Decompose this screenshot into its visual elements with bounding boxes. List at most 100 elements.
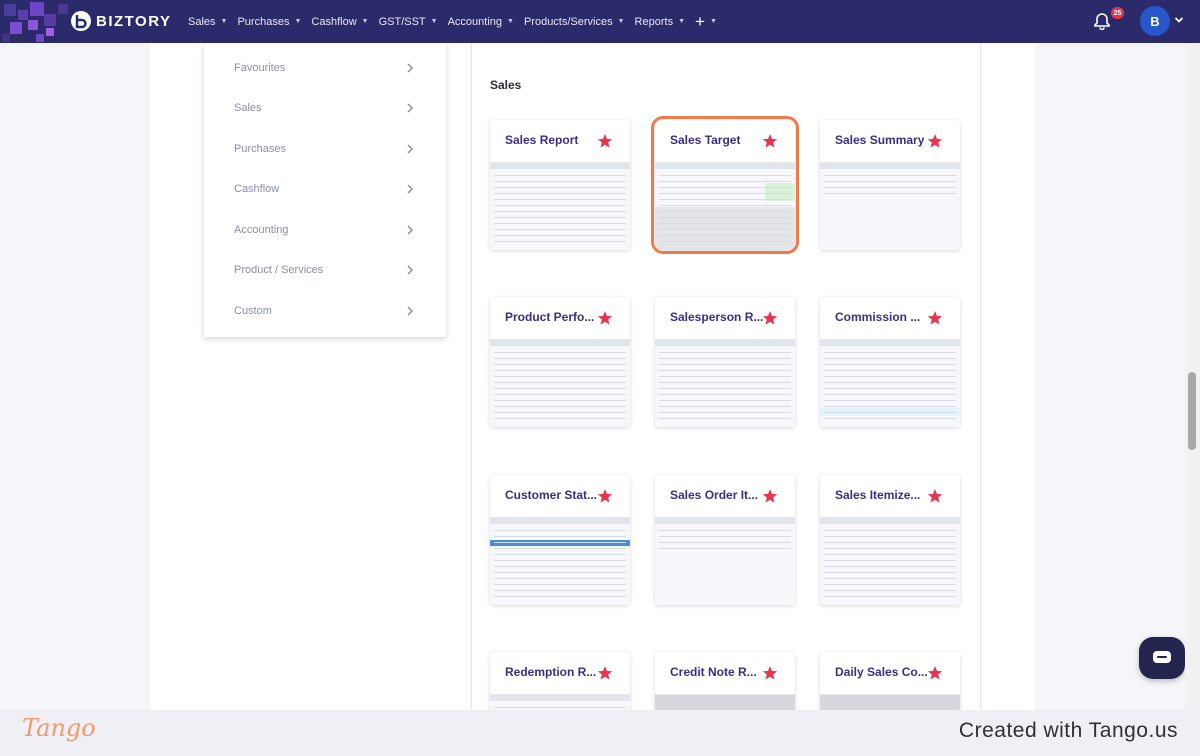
nav-products-services[interactable]: Products/Services ▼	[524, 16, 625, 28]
favourite-star-icon[interactable]	[762, 665, 778, 681]
chevron-right-icon	[407, 144, 414, 154]
favourite-star-icon[interactable]	[927, 488, 943, 504]
report-card[interactable]: Product Perfo...	[490, 297, 630, 427]
chat-icon	[1153, 651, 1171, 663]
chevron-right-icon	[407, 306, 414, 316]
report-card-title: Sales Summary	[835, 133, 925, 147]
caret-down-icon: ▼	[678, 18, 686, 25]
report-card[interactable]: Commission ...	[820, 297, 960, 427]
nav-label: Products/Services	[523, 15, 613, 28]
brand-pixel-pattern	[0, 0, 96, 43]
chevron-right-icon	[407, 184, 414, 194]
favourite-star-icon[interactable]	[597, 665, 613, 681]
favourite-star-icon[interactable]	[762, 133, 778, 149]
report-card-title: Sales Report	[505, 133, 579, 147]
nav-purchases[interactable]: Purchases ▼	[237, 16, 301, 28]
nav-label: Accounting	[447, 15, 503, 28]
favourite-star-icon[interactable]	[927, 310, 943, 326]
favourite-star-icon[interactable]	[762, 310, 778, 326]
chevron-right-icon	[407, 103, 414, 113]
chevron-right-icon	[407, 225, 414, 235]
nav-reports[interactable]: Reports ▼	[635, 16, 685, 28]
report-card-title: Product Perfo...	[505, 310, 595, 324]
nav-sales[interactable]: Sales ▼	[188, 16, 227, 28]
nav-label: Cashflow	[311, 15, 357, 28]
report-card-title: Sales Itemize...	[835, 488, 921, 502]
favourite-star-icon[interactable]	[927, 665, 943, 681]
report-card-title: Customer Stat...	[505, 488, 598, 502]
report-preview-thumbnail	[490, 162, 630, 250]
report-card[interactable]: Sales Target	[651, 116, 799, 254]
category-item-product-services[interactable]: Product / Services	[234, 260, 414, 280]
nav-label: GST/SST	[378, 15, 426, 28]
favourite-star-icon[interactable]	[597, 488, 613, 504]
tango-credit: Created with Tango.us	[958, 719, 1178, 742]
report-card[interactable]: Sales Order It...	[655, 475, 795, 605]
chat-button[interactable]	[1139, 637, 1185, 679]
category-item-cashflow[interactable]: Cashflow	[234, 179, 414, 199]
caret-down-icon: ▼	[709, 18, 717, 25]
report-card[interactable]: Sales Report	[490, 120, 630, 250]
favourite-star-icon[interactable]	[927, 133, 943, 149]
report-category-menu: Favourites Sales Purchases Cashflow Acco…	[204, 43, 446, 337]
report-preview-thumbnail	[820, 339, 960, 427]
report-preview-thumbnail	[655, 517, 795, 605]
plus-icon: +	[695, 11, 705, 31]
report-card[interactable]: Sales Itemize...	[820, 475, 960, 605]
report-preview-thumbnail	[655, 162, 795, 250]
nav-accounting[interactable]: Accounting ▼	[448, 16, 514, 28]
bell-icon[interactable]	[1093, 12, 1111, 30]
chevron-down-icon[interactable]	[1174, 15, 1184, 25]
brand[interactable]: BIZTORY	[70, 10, 172, 32]
report-preview-thumbnail	[490, 517, 630, 605]
report-card-title: Salesperson R...	[670, 310, 764, 324]
caret-down-icon: ▼	[507, 18, 514, 25]
category-item-accounting[interactable]: Accounting	[234, 220, 414, 240]
category-item-purchases[interactable]: Purchases	[234, 139, 414, 159]
right-gutter	[1035, 43, 1200, 710]
category-label: Purchases	[234, 143, 286, 155]
caret-down-icon: ▼	[430, 18, 438, 25]
left-gutter	[0, 43, 150, 710]
category-label: Product / Services	[234, 264, 324, 276]
nav-label: Reports	[634, 15, 674, 28]
notification-badge: 25	[1111, 7, 1124, 19]
nav-label: Sales	[188, 15, 216, 28]
report-card-title: Sales Order It...	[670, 488, 759, 502]
report-preview-thumbnail	[820, 162, 960, 250]
favourite-star-icon[interactable]	[762, 488, 778, 504]
chevron-right-icon	[407, 63, 414, 73]
category-item-custom[interactable]: Custom	[234, 301, 414, 321]
caret-down-icon: ▼	[220, 18, 228, 25]
favourite-star-icon[interactable]	[597, 133, 613, 149]
caret-down-icon: ▼	[617, 18, 625, 25]
category-label: Sales	[234, 102, 262, 114]
nav-label: Purchases	[237, 15, 290, 28]
top-navbar: BIZTORY Sales ▼ Purchases ▼ Cashflow ▼ GST/…	[0, 0, 1200, 43]
report-preview-thumbnail	[820, 517, 960, 605]
report-card-title: Commission ...	[835, 310, 921, 324]
tango-footer	[0, 710, 1200, 756]
category-label: Favourites	[234, 62, 286, 74]
favourite-star-icon[interactable]	[597, 310, 613, 326]
category-label: Accounting	[234, 224, 289, 236]
report-card-title: Daily Sales Co...	[835, 665, 928, 679]
avatar[interactable]: B	[1140, 6, 1170, 36]
chevron-right-icon	[407, 265, 414, 275]
category-label: Custom	[234, 305, 272, 317]
report-card-title: Sales Target	[670, 133, 741, 147]
scrollbar-thumb[interactable]	[1188, 372, 1196, 450]
nav-add-button[interactable]: + ▼	[695, 12, 717, 32]
report-card-title: Credit Note R...	[670, 665, 757, 679]
report-preview-thumbnail	[490, 339, 630, 427]
report-card[interactable]: Sales Summary	[820, 120, 960, 250]
report-card[interactable]: Customer Stat...	[490, 475, 630, 605]
report-preview-thumbnail	[655, 339, 795, 427]
caret-down-icon: ▼	[294, 18, 302, 25]
category-item-favourites[interactable]: Favourites	[234, 58, 414, 78]
nav-cashflow[interactable]: Cashflow ▼	[311, 16, 368, 28]
report-card[interactable]: Salesperson R...	[655, 297, 795, 427]
nav-gst-sst[interactable]: GST/SST ▼	[379, 16, 438, 28]
category-item-sales[interactable]: Sales	[234, 98, 414, 118]
main-nav: Sales ▼ Purchases ▼ Cashflow ▼ GST/SST ▼ Acc…	[188, 0, 717, 43]
